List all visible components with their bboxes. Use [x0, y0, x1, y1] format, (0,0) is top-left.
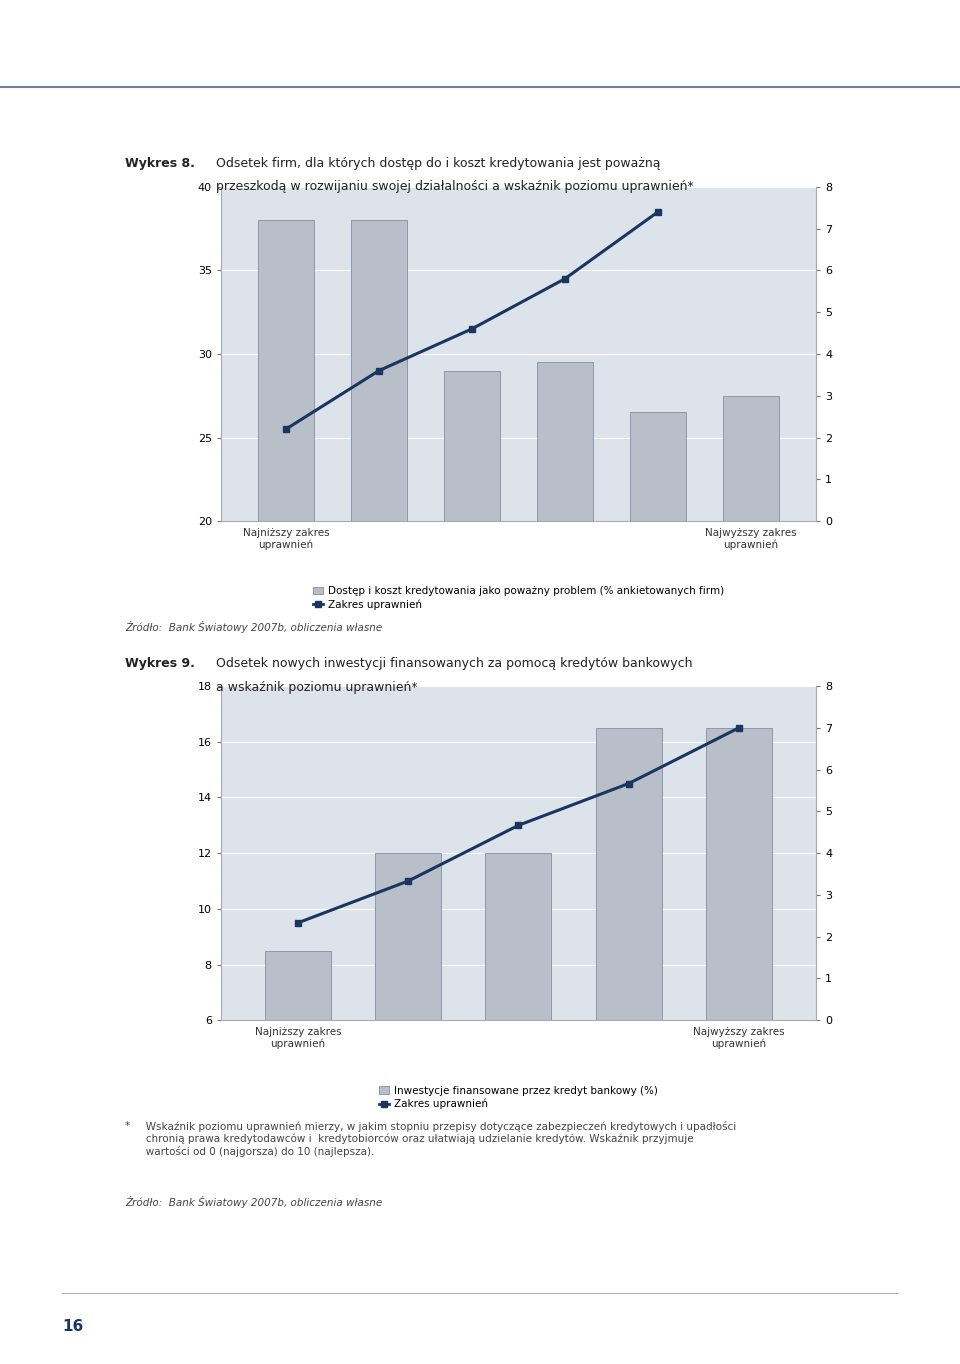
- Text: Z E S Z Y T Y   F O R: Z E S Z Y T Y F O R: [341, 30, 619, 59]
- Text: przeszkodą w rozwijaniu swojej działalności a wskaźnik poziomu uprawnień*: przeszkodą w rozwijaniu swojej działalno…: [216, 180, 694, 194]
- Text: a wskaźnik poziomu uprawnień*: a wskaźnik poziomu uprawnień*: [216, 681, 418, 694]
- Text: Źródło:  Bank Światowy 2007b, obliczenia własne: Źródło: Bank Światowy 2007b, obliczenia …: [125, 1196, 382, 1209]
- Bar: [265, 951, 331, 1187]
- Bar: [375, 854, 442, 1187]
- Bar: [486, 854, 551, 1187]
- Bar: [258, 221, 314, 855]
- Bar: [351, 221, 407, 855]
- Text: Wykres 8.: Wykres 8.: [125, 157, 195, 170]
- Bar: [537, 363, 593, 855]
- Text: Odsetek nowych inwestycji finansowanych za pomocą kredytów bankowych: Odsetek nowych inwestycji finansowanych …: [216, 657, 692, 671]
- Bar: [723, 396, 779, 855]
- Text: *: *: [125, 1121, 130, 1131]
- Text: Najniższy zakres
uprawnień: Najniższy zakres uprawnień: [243, 528, 329, 550]
- Bar: [595, 728, 661, 1187]
- Text: Najwyższy zakres
uprawnień: Najwyższy zakres uprawnień: [693, 1027, 784, 1049]
- Text: Wykres 9.: Wykres 9.: [125, 657, 195, 671]
- Text: Odsetek firm, dla których dostęp do i koszt kredytowania jest poważną: Odsetek firm, dla których dostęp do i ko…: [216, 157, 660, 170]
- Text: Źródło:  Bank Światowy 2007b, obliczenia własne: Źródło: Bank Światowy 2007b, obliczenia …: [125, 621, 382, 633]
- Legend: Inwestycje finansowane przez kredyt bankowy (%), Zakres uprawnień: Inwestycje finansowane przez kredyt bank…: [378, 1086, 659, 1109]
- Text: Wskaźnik poziomu uprawnień mierzy, w jakim stopniu przepisy dotyczące zabezpiecz: Wskaźnik poziomu uprawnień mierzy, w jak…: [136, 1121, 736, 1157]
- Text: Najwyższy zakres
uprawnień: Najwyższy zakres uprawnień: [705, 528, 797, 550]
- Bar: [444, 371, 500, 855]
- Text: 16: 16: [62, 1319, 84, 1334]
- Bar: [630, 412, 685, 855]
- Legend: Dostęp i koszt kredytowania jako poważny problem (% ankietowanych firm), Zakres : Dostęp i koszt kredytowania jako poważny…: [313, 587, 724, 610]
- Bar: [706, 728, 772, 1187]
- Text: Najniższy zakres
uprawnień: Najniższy zakres uprawnień: [254, 1027, 341, 1049]
